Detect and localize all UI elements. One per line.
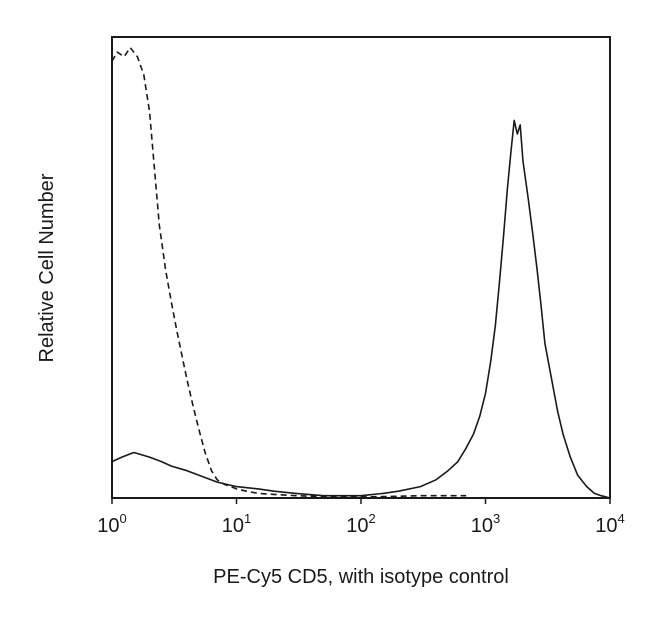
x-tick-label: 103 [471, 511, 500, 537]
x-tick-label: 101 [222, 511, 251, 537]
x-tick-label-exponent: 1 [244, 511, 251, 526]
x-axis-label: PE-Cy5 CD5, with isotype control [213, 566, 509, 588]
cd5-stained-line [111, 119, 611, 499]
x-tick-label: 104 [595, 511, 624, 537]
x-tick-label-base: 10 [222, 515, 244, 537]
x-tick-label-base: 10 [346, 515, 368, 537]
y-axis-label: Relative Cell Number [36, 173, 58, 362]
x-tick-label-exponent: 0 [120, 511, 127, 526]
x-tick-label-base: 10 [471, 515, 493, 537]
x-tick-label-exponent: 4 [618, 511, 625, 526]
x-axis-ticks: 100 101 102 103 104 [97, 498, 625, 537]
x-tick-label: 100 [97, 511, 126, 537]
x-tick-label-exponent: 2 [369, 511, 376, 526]
x-tick-label: 102 [346, 511, 375, 537]
x-tick-label-exponent: 3 [493, 511, 500, 526]
x-tick-label-base: 10 [595, 515, 617, 537]
series-layer [111, 46, 611, 499]
x-tick-label-base: 10 [97, 515, 119, 537]
plot-frame [111, 36, 611, 499]
isotype-control-line [111, 46, 467, 498]
